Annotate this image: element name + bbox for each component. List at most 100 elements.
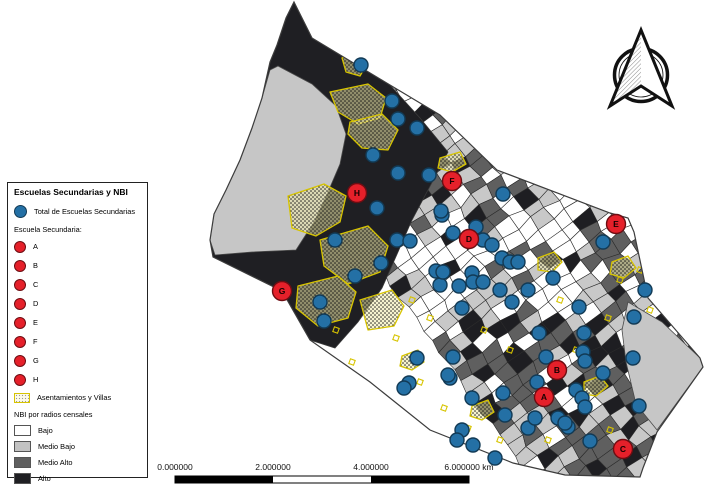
census-radio-cell	[479, 21, 502, 40]
census-radio-cell	[658, 240, 683, 263]
school-marker	[312, 294, 328, 310]
labeled-school-circle	[533, 386, 555, 408]
census-radio-cell	[597, 11, 620, 36]
school-marker	[389, 232, 405, 248]
scale-bar-tick-label: 6.000000 km	[444, 462, 493, 472]
census-radio-cell	[663, 450, 685, 470]
census-radio-cell	[577, 11, 599, 33]
census-radio-cell	[694, 460, 703, 477]
census-radio-cell	[654, 261, 677, 284]
legend-nbi-class-label: Alto	[38, 473, 51, 483]
census-radio-cell	[672, 200, 694, 221]
census-radio-cell	[653, 2, 681, 24]
census-radio-cell	[507, 32, 531, 53]
legend-item-nbi-medio-alto: Medio Alto	[14, 454, 143, 470]
small-settlement-mark	[392, 334, 400, 342]
census-radio-cell	[466, 32, 488, 54]
census-radio-cell	[559, 480, 580, 488]
municipality-area	[210, 2, 703, 488]
census-radio-cell	[674, 120, 700, 140]
school-marker	[316, 313, 332, 329]
small-settlement-mark	[606, 426, 614, 434]
census-radio-cell	[471, 10, 494, 34]
census-radio-cell	[337, 24, 360, 49]
census-radio-cell	[688, 189, 703, 211]
census-radio-cell	[502, 81, 526, 104]
census-radio-cell	[694, 171, 703, 191]
school-marker	[327, 232, 343, 248]
census-radio-cell	[346, 37, 365, 58]
legend-nbi-class-label: Medio Alto	[38, 457, 73, 467]
census-radio-cell	[683, 17, 703, 35]
census-radio-cell	[577, 156, 602, 178]
census-radio-cell	[605, 139, 627, 160]
census-radio-cell	[630, 167, 653, 193]
census-radio-cell	[676, 260, 697, 284]
census-radio-cell	[229, 55, 255, 80]
census-radio-cell	[606, 170, 632, 190]
census-radio-cell	[359, 25, 380, 52]
census-radio-cell	[460, 81, 485, 105]
census-radio-cell	[592, 114, 611, 139]
census-radio-cell	[688, 222, 703, 244]
census-radio-cell	[439, 83, 462, 106]
census-radio-cell	[437, 21, 457, 39]
census-radio-cell	[555, 11, 579, 35]
census-radio-cell	[542, 137, 562, 158]
nbi-medio-bajo-east-wedge	[621, 301, 703, 431]
census-radio-cell	[566, 166, 587, 190]
census-radio-cell	[561, 107, 585, 125]
census-radio-cell	[682, 276, 703, 297]
census-radio-cell	[499, 102, 520, 125]
census-radio-cell	[580, 479, 603, 488]
settlement-area	[469, 399, 495, 421]
census-radio-cell	[543, 166, 568, 189]
census-radio-cell	[679, 178, 700, 202]
legend-item-settlements: Asentamientos y Villas	[14, 389, 143, 406]
nbi-class-swatch-icon	[14, 424, 31, 436]
census-radio-cell	[657, 150, 678, 171]
scale-bar-tick-label: 2.000000	[255, 462, 291, 472]
census-radio-cell	[447, 62, 466, 85]
census-radio-cell	[499, 51, 525, 74]
census-radio-cell	[444, 32, 468, 54]
census-radio-cell	[349, 2, 371, 7]
school-marker	[497, 407, 513, 423]
school-marker	[445, 349, 461, 365]
census-radio-cell	[513, 156, 539, 178]
legend-item-school-G: G	[14, 351, 143, 370]
labeled-school-marker-A: A	[533, 386, 555, 408]
census-radio-cell	[678, 209, 703, 232]
labeled-school-circle	[441, 170, 463, 192]
census-radio-cell	[651, 169, 673, 189]
nbi-class-swatch-icon	[14, 440, 31, 452]
census-radio-cell	[486, 95, 513, 116]
settlement-area	[437, 151, 467, 173]
census-radio-cell	[601, 188, 624, 213]
census-radio-cell	[633, 150, 659, 169]
census-radio-cell	[535, 124, 559, 145]
school-marker	[396, 380, 412, 396]
legend-group-label: Escuela Secundaria:	[14, 224, 82, 234]
legend-item-school-C: C	[14, 275, 143, 294]
settlement-area	[439, 33, 465, 57]
census-radio-cell	[670, 56, 694, 78]
census-radio-cell	[682, 388, 703, 412]
census-radio-cell	[210, 2, 230, 17]
census-radio-cell	[528, 112, 547, 134]
census-radio-cell	[671, 138, 693, 159]
census-radio-cell	[529, 143, 548, 170]
legend-school-label: A	[33, 242, 38, 251]
census-radio-cell	[669, 426, 695, 452]
census-radio-cell	[614, 2, 637, 23]
census-radio-cell	[369, 2, 395, 10]
census-radio-cell	[323, 6, 344, 29]
census-radio-cell	[666, 107, 689, 130]
census-radio-cell	[679, 471, 700, 477]
census-radio-cell	[518, 105, 541, 127]
school-marker	[421, 167, 437, 183]
legend-item-total-schools: Total de Escuelas Secundarias	[14, 201, 143, 221]
census-radio-cell	[236, 35, 261, 57]
census-radio-cell	[673, 89, 696, 109]
labeled-school-letter: F	[449, 176, 454, 186]
